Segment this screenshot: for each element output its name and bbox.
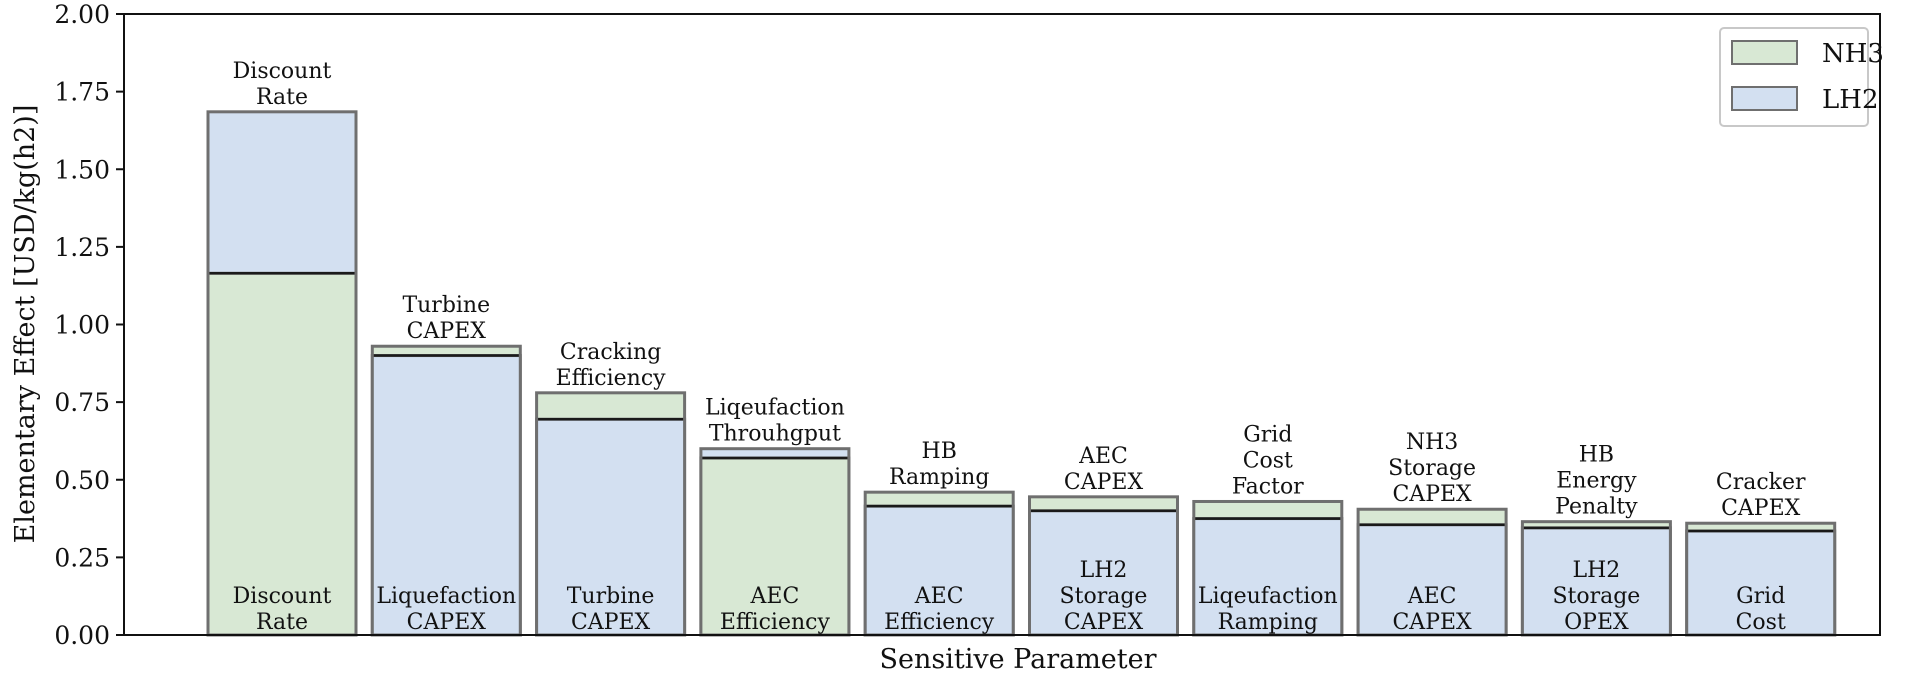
bar-top-label: Efficiency — [556, 366, 667, 391]
legend: NH3 LH2 — [1719, 27, 1884, 127]
bar-lh2 — [370, 354, 522, 637]
bar-top-label: Cost — [1243, 448, 1293, 473]
y-axis: 0.00 0.25 0.50 0.75 1.00 1.25 1.50 1.75 2.00 — [54, 0, 124, 650]
bar-group-6 — [1028, 495, 1179, 637]
bar-bottom-label: Storage — [1552, 584, 1640, 609]
bar-nh3 — [206, 271, 358, 637]
bar-top-label: HB — [1579, 443, 1614, 468]
bar-bottom-label: Liquefaction — [376, 584, 516, 609]
bar-top-label: NH3 — [1406, 430, 1458, 455]
y-tick-label: 0.25 — [54, 543, 110, 572]
bar-top-label: Turbine — [402, 293, 490, 318]
bar-top-label: CAPEX — [407, 319, 487, 344]
bar-top-label: Cracking — [560, 340, 661, 365]
bar-bottom-label: Rate — [256, 610, 308, 635]
bar-bottom-label: Efficiency — [884, 610, 995, 635]
bar-bottom-label: Ramping — [1218, 610, 1318, 635]
bar-labels-layer: DiscountRateDiscountRateTurbineCAPEXLiqu… — [233, 59, 1806, 635]
bar-top-label: Energy — [1556, 469, 1637, 494]
bar-bottom-label: AEC — [750, 584, 800, 609]
legend-swatch-nh3 — [1731, 40, 1798, 65]
bar-group-9 — [1520, 520, 1672, 637]
bar-bottom-label: Cost — [1736, 610, 1786, 635]
bar-bottom-label: CAPEX — [1392, 610, 1472, 635]
bar-bottom-label: Efficiency — [720, 610, 831, 635]
y-tick-label: 1.00 — [54, 311, 110, 340]
y-tick-label: 1.50 — [54, 155, 110, 184]
bar-top-label: HB — [922, 439, 957, 464]
bar-top-label: Factor — [1232, 474, 1304, 499]
bar-top-label: Rate — [256, 85, 308, 110]
bar-group-1 — [206, 110, 358, 637]
bar-top-label: Storage — [1388, 456, 1476, 481]
bar-bottom-label: CAPEX — [407, 610, 487, 635]
bar-bottom-label: AEC — [1407, 584, 1457, 609]
bar-top-label: Liqeufaction — [705, 396, 845, 421]
bar-top-label: CAPEX — [1721, 496, 1801, 521]
bar-lh2 — [1192, 517, 1344, 637]
bar-bottom-label: LH2 — [1080, 558, 1128, 583]
bar-nh3 — [699, 456, 851, 637]
bars-layer — [206, 110, 1837, 637]
bar-group-10 — [1685, 521, 1837, 637]
bar-bottom-label: CAPEX — [1064, 610, 1144, 635]
y-tick-label: 2.00 — [54, 0, 110, 29]
bar-bottom-label: Discount — [233, 584, 332, 609]
bar-top-label: CAPEX — [1392, 482, 1472, 507]
bar-bottom-label: Storage — [1060, 584, 1148, 609]
bar-bottom-label: OPEX — [1564, 610, 1629, 635]
bar-top-label: Ramping — [889, 465, 989, 490]
legend-label-lh2: LH2 — [1822, 85, 1878, 115]
y-axis-title: Elementary Effect [USD/kg(h2)] — [10, 105, 41, 544]
bar-group-3 — [535, 391, 687, 637]
y-tick-label: 1.75 — [54, 78, 110, 107]
bar-bottom-label: LH2 — [1573, 558, 1621, 583]
bar-bottom-label: CAPEX — [571, 610, 651, 635]
y-tick-label: 0.00 — [54, 621, 110, 650]
legend-swatch-lh2 — [1731, 86, 1798, 111]
y-tick-label: 0.75 — [54, 388, 110, 417]
bar-lh2 — [863, 504, 1015, 637]
bar-group-4 — [699, 447, 851, 637]
bar-group-7 — [1192, 499, 1344, 637]
bar-bottom-label: Grid — [1736, 584, 1785, 609]
bar-top-label: Penalty — [1555, 495, 1638, 520]
bar-top-label: Grid — [1243, 422, 1292, 447]
bar-bottom-label: Turbine — [567, 584, 655, 609]
y-tick-label: 0.50 — [54, 466, 110, 495]
bar-top-label: Cracker — [1716, 470, 1806, 495]
x-axis-title: Sensitive Parameter — [879, 644, 1156, 673]
bar-bottom-label: AEC — [914, 584, 964, 609]
legend-label-nh3: NH3 — [1822, 39, 1884, 69]
bar-group-8 — [1356, 507, 1508, 637]
bar-group-2 — [370, 344, 522, 637]
bar-group-5 — [863, 490, 1015, 637]
bar-top-label: Discount — [233, 59, 332, 84]
bar-bottom-label: Liqeufaction — [1198, 584, 1338, 609]
bar-top-label: AEC — [1078, 444, 1128, 469]
y-tick-label: 1.25 — [54, 233, 110, 262]
bar-top-label: CAPEX — [1064, 470, 1144, 495]
bar-top-label: Throuhgput — [709, 422, 841, 447]
